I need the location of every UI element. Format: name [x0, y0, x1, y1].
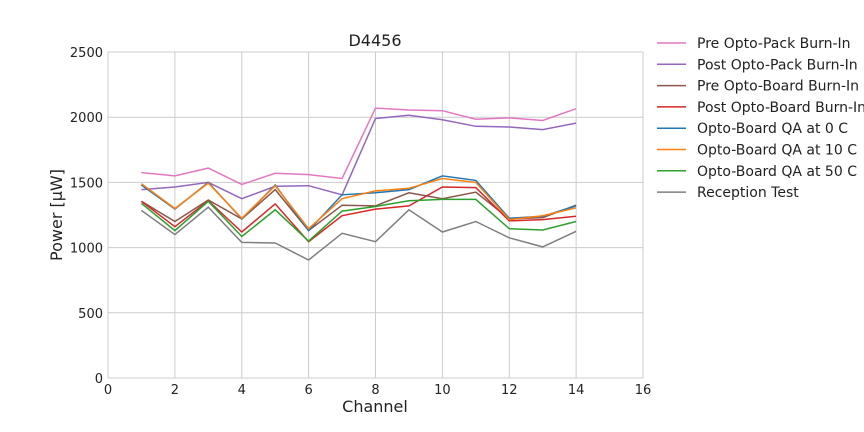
x-tick-label: 16 [635, 383, 652, 398]
legend-entry: Reception Test [697, 185, 799, 201]
legend-entry: Post Opto-Board Burn-In [697, 100, 864, 116]
x-tick-label: 10 [434, 383, 451, 398]
legend-entry: Opto-Board QA at 0 C [697, 121, 848, 137]
legend-entry: Post Opto-Pack Burn-In [697, 57, 858, 73]
series-line-1 [141, 107, 577, 186]
series-lines [140, 107, 577, 261]
x-axis-label: Channel [342, 397, 408, 416]
y-tick-label: 500 [78, 307, 103, 322]
y-tick-label: 2500 [70, 46, 103, 61]
x-tick-label: 14 [568, 383, 585, 398]
grid [107, 51, 644, 379]
y-tick-label: 1000 [70, 242, 103, 257]
legend-entry: Opto-Board QA at 10 C [697, 143, 857, 159]
y-tick-label: 1500 [70, 176, 103, 191]
chart-title: D4456 [348, 31, 401, 50]
series-line-4 [140, 186, 577, 243]
x-tick-label: 4 [238, 383, 246, 398]
legend: Pre Opto-Pack Burn-In Post Opto-Pack Burn… [657, 36, 864, 201]
series-line-7 [140, 198, 577, 243]
series-line-8 [140, 206, 577, 261]
series-line-2 [141, 114, 577, 200]
x-tick-label: 0 [104, 383, 112, 398]
x-tick-label: 8 [371, 383, 379, 398]
series-line-3 [141, 188, 577, 232]
x-tick-labels: 0 2 4 6 8 10 12 14 16 [104, 383, 651, 398]
y-tick-label: 0 [95, 372, 103, 387]
legend-entry: Pre Opto-Board Burn-In [697, 79, 859, 95]
y-tick-label: 2000 [70, 111, 103, 126]
legend-entry: Opto-Board QA at 50 C [697, 164, 857, 180]
x-tick-label: 6 [304, 383, 312, 398]
y-axis-label: Power [μW] [47, 169, 66, 261]
y-tick-labels: 0 500 1000 1500 2000 2500 [70, 46, 103, 387]
x-tick-label: 12 [501, 383, 518, 398]
series-line-6 [140, 177, 577, 230]
x-tick-label: 2 [171, 383, 179, 398]
legend-entry: Pre Opto-Pack Burn-In [697, 36, 851, 52]
